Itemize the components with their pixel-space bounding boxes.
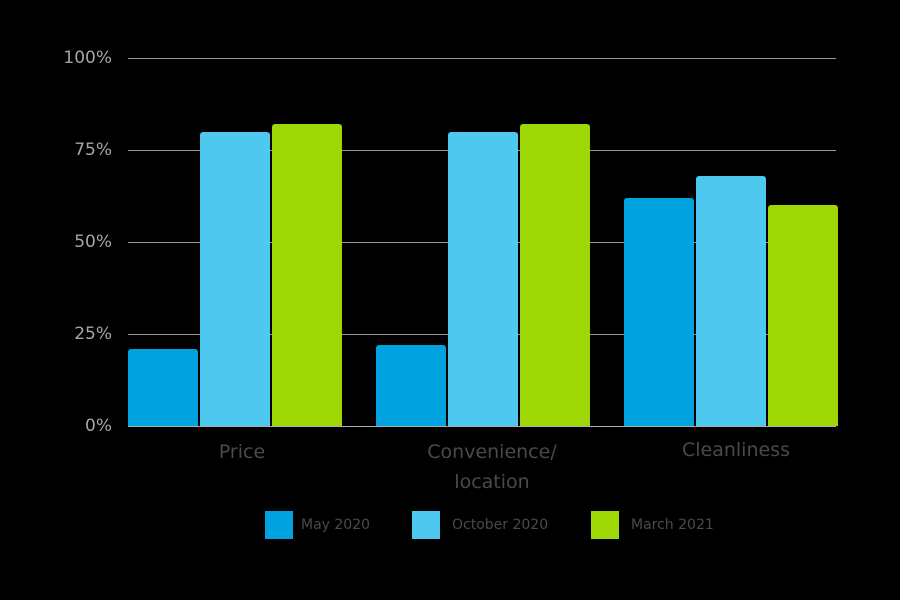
gridline-100 — [128, 58, 836, 59]
legend-swatch-october-2020 — [412, 511, 440, 539]
bar-convenience-location-may-2020 — [376, 345, 446, 426]
category-label-convenience-line2: location — [454, 471, 530, 493]
y-tick-50: 50% — [74, 232, 112, 252]
bar-cleanliness-may-2020 — [624, 198, 694, 426]
legend-item-october-2020[interactable]: October 2020 — [412, 511, 548, 539]
y-tick-25: 25% — [74, 324, 112, 344]
legend-swatch-march-2021 — [591, 511, 619, 539]
y-tick-0: 0% — [85, 416, 112, 436]
bar-convenience-location-march-2021 — [520, 124, 590, 426]
category-label-price: Price — [218, 441, 266, 463]
bar-cleanliness-october-2020 — [696, 176, 766, 426]
legend-label: October 2020 — [452, 517, 549, 533]
bar-price-march-2021 — [272, 124, 342, 426]
legend-swatch-may-2020 — [265, 511, 293, 539]
legend-label: March 2021 — [631, 517, 714, 533]
legend: May 2020 October 2020 March 2021 — [0, 511, 900, 541]
legend-item-march-2021[interactable]: March 2021 — [591, 511, 714, 539]
bar-convenience-location-october-2020 — [448, 132, 518, 426]
y-tick-100: 100% — [63, 48, 112, 68]
category-label-convenience: Convenience/ location — [412, 437, 572, 497]
bar-price-may-2020 — [128, 349, 198, 426]
y-tick-75: 75% — [74, 140, 112, 160]
legend-label: May 2020 — [301, 517, 371, 533]
x-axis-baseline — [128, 426, 836, 427]
category-label-cleanliness: Cleanliness — [681, 439, 790, 461]
bar-cleanliness-march-2021 — [768, 205, 838, 426]
legend-item-may-2020[interactable]: May 2020 — [265, 511, 370, 539]
category-label-convenience-line1: Convenience/ — [427, 441, 557, 463]
bar-price-october-2020 — [200, 132, 270, 426]
